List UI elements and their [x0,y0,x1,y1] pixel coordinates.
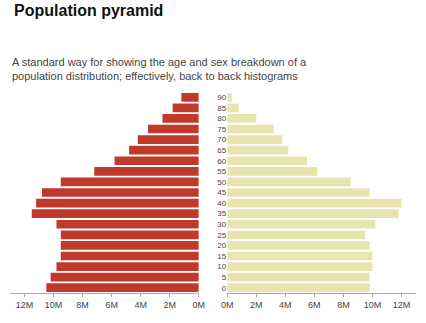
svg-text:10M: 10M [45,300,63,310]
svg-text:45: 45 [217,188,226,197]
svg-text:80: 80 [217,114,226,123]
svg-text:30: 30 [217,220,226,229]
svg-text:8M: 8M [76,300,89,310]
svg-text:35: 35 [217,209,226,218]
svg-text:10M: 10M [364,300,382,310]
svg-text:4M: 4M [134,300,147,310]
svg-text:85: 85 [217,104,226,113]
svg-text:5: 5 [222,273,227,282]
svg-text:2M: 2M [250,300,263,310]
svg-text:A standard way for showing the: A standard way for showing the age and s… [12,56,307,82]
svg-text:90: 90 [217,93,226,102]
svg-text:60: 60 [217,157,226,166]
svg-text:10: 10 [217,262,226,271]
svg-text:2M: 2M [163,300,176,310]
svg-text:0M: 0M [193,300,206,310]
svg-text:25: 25 [217,231,226,240]
svg-text:Population pyramid: Population pyramid [14,2,163,19]
svg-text:0M: 0M [221,300,234,310]
svg-text:65: 65 [217,146,226,155]
svg-text:12M: 12M [16,300,34,310]
svg-text:50: 50 [217,178,226,187]
svg-text:40: 40 [217,199,226,208]
svg-text:6M: 6M [105,300,118,310]
svg-text:15: 15 [217,252,226,261]
svg-text:4M: 4M [279,300,292,310]
svg-text:75: 75 [217,125,226,134]
svg-text:20: 20 [217,241,226,250]
svg-text:12M: 12M [393,300,411,310]
svg-text:8M: 8M [337,300,350,310]
svg-text:70: 70 [217,135,226,144]
svg-text:6M: 6M [308,300,321,310]
svg-text:0: 0 [222,284,227,293]
svg-text:55: 55 [217,167,226,176]
